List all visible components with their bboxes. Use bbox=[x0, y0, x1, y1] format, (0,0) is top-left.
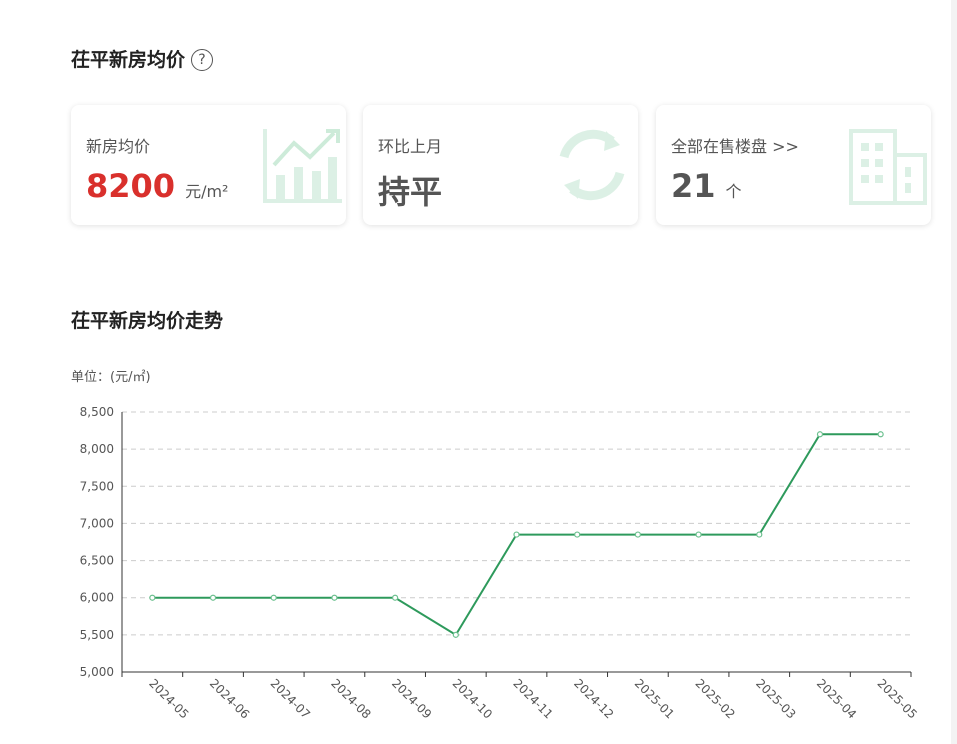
x-tick-label: 2025-02 bbox=[692, 676, 737, 721]
mom-value: 持平 bbox=[378, 173, 443, 211]
avg-price-value: 8200 元/m² bbox=[86, 167, 228, 205]
data-point bbox=[392, 594, 399, 601]
avg-price-unit: 元/m² bbox=[185, 182, 229, 201]
data-point bbox=[149, 594, 156, 601]
x-tick-label: 2024-08 bbox=[328, 676, 373, 721]
mom-label: 环比上月 bbox=[378, 137, 443, 156]
question-circle-icon[interactable]: ? bbox=[191, 49, 214, 71]
data-point bbox=[209, 594, 217, 601]
y-tick-label: 6,500 bbox=[80, 554, 114, 568]
data-point bbox=[756, 531, 763, 538]
y-tick-label: 7,500 bbox=[80, 479, 114, 493]
y-tick-label: 6,000 bbox=[80, 591, 114, 605]
x-tick-label: 2024-10 bbox=[450, 676, 495, 721]
data-point bbox=[695, 531, 702, 538]
listings-value: 21 个 bbox=[671, 167, 742, 205]
avg-price-number: 8200 bbox=[86, 167, 176, 205]
refresh-icon bbox=[559, 129, 625, 201]
listings-link[interactable]: 全部在售楼盘 >> bbox=[671, 137, 799, 156]
data-point bbox=[452, 631, 459, 638]
listings-number: 21 bbox=[671, 167, 716, 205]
mom-card: 环比上月 持平 bbox=[363, 105, 638, 225]
x-tick-label: 2025-05 bbox=[875, 676, 920, 721]
avg-price-label: 新房均价 bbox=[86, 137, 151, 156]
data-point bbox=[877, 431, 884, 438]
x-tick-label: 2024-07 bbox=[268, 676, 313, 721]
x-tick-label: 2024-06 bbox=[207, 676, 252, 721]
x-tick-label: 2024-05 bbox=[146, 676, 191, 721]
trend-title: 茌平新房均价走势 bbox=[71, 310, 224, 332]
x-tick-label: 2024-09 bbox=[389, 676, 434, 721]
listings-unit: 个 bbox=[725, 182, 742, 201]
data-point bbox=[816, 431, 824, 438]
y-tick-label: 7,000 bbox=[80, 516, 114, 530]
building-icon bbox=[849, 129, 927, 205]
y-tick-label: 8,500 bbox=[80, 405, 114, 419]
data-point bbox=[513, 531, 520, 538]
x-tick-label: 2025-03 bbox=[753, 676, 798, 721]
x-tick-label: 2025-04 bbox=[814, 676, 859, 721]
title-text: 茌平新房均价 bbox=[71, 49, 186, 71]
data-point bbox=[634, 531, 641, 538]
listings-card[interactable]: 全部在售楼盘 >> 21 个 bbox=[656, 105, 931, 225]
scrollbar[interactable] bbox=[951, 0, 957, 744]
unit-label: 单位：(元/㎡) bbox=[71, 370, 151, 385]
page-title: 茌平新房均价? bbox=[71, 45, 214, 72]
x-tick-label: 2024-11 bbox=[510, 676, 555, 721]
y-tick-label: 5,500 bbox=[80, 628, 114, 642]
chart-up-icon bbox=[263, 129, 342, 203]
data-point bbox=[270, 594, 277, 601]
x-tick-label: 2025-01 bbox=[632, 676, 677, 721]
data-point bbox=[331, 594, 338, 601]
y-tick-label: 5,000 bbox=[80, 665, 114, 679]
avg-price-card: 新房均价 8200 元/m² bbox=[71, 105, 346, 225]
y-tick-label: 8,000 bbox=[80, 442, 114, 456]
data-point bbox=[574, 531, 581, 538]
x-tick-label: 2024-12 bbox=[571, 676, 616, 721]
